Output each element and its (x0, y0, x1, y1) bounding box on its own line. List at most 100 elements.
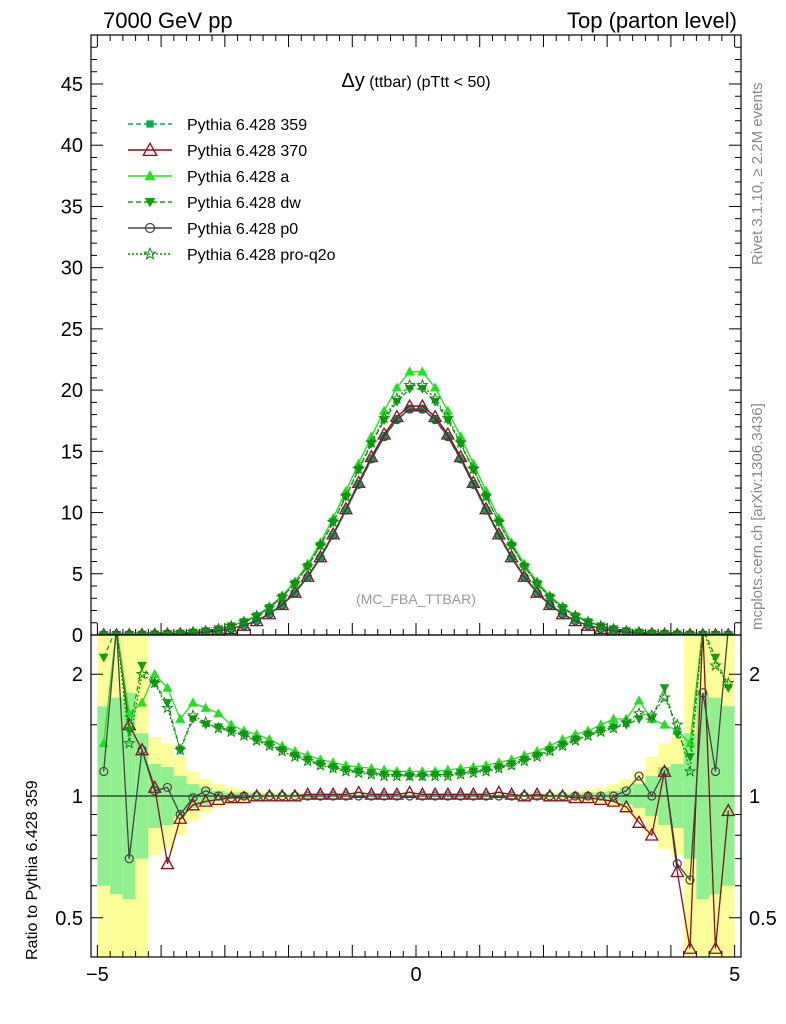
ratio-point (670, 718, 684, 731)
ratio-point (122, 736, 136, 749)
data-point (110, 628, 123, 635)
legend-label: Pythia 6.428 370 (187, 143, 307, 160)
legend-label: Pythia 6.428 p0 (187, 221, 298, 238)
axes-group: 0 5 10 15 20 25 30 35 40 45 −5 0 5 0.5 0.5 1 1 2 2 (55, 35, 777, 986)
ratio-point (263, 739, 276, 752)
ratio-point (135, 667, 149, 680)
data-point (721, 628, 735, 635)
ratio-line (116, 635, 729, 777)
ratio-point (619, 799, 634, 813)
ratio-point (430, 791, 440, 801)
data-point (326, 515, 340, 528)
data-point (492, 515, 506, 528)
legend-marker (142, 141, 158, 157)
ratio-series-group (98, 635, 736, 954)
data-point (250, 609, 263, 622)
data-point (303, 572, 313, 582)
ratio-point (545, 791, 555, 801)
data-point (518, 559, 531, 572)
data-point (148, 627, 162, 635)
ratio-point (212, 721, 225, 734)
ratio-point (556, 739, 569, 752)
ratio-point (530, 750, 544, 763)
legend-entry-pythia-6-428-359: Pythia 6.428 359 (128, 117, 307, 134)
data-point (379, 432, 389, 442)
data-point (596, 624, 606, 634)
ratio-series-pythia-6-428-p0 (99, 635, 729, 885)
ratio-point (250, 734, 263, 747)
ratio-point (224, 725, 238, 738)
x-tick-label: 0 (410, 964, 421, 986)
ratio-point (136, 697, 148, 707)
data-point (583, 620, 593, 631)
ratio-point (721, 676, 735, 689)
data-point (543, 590, 557, 603)
data-point (97, 628, 111, 635)
data-point (263, 601, 276, 614)
ratio-point (161, 701, 174, 714)
data-point (430, 382, 441, 392)
data-point (122, 627, 136, 635)
ratio-point (647, 791, 657, 801)
legend-label: Pythia 6.428 359 (187, 117, 307, 134)
y-tick-label: 20 (61, 380, 83, 402)
ratio-point (213, 708, 224, 718)
data-point (314, 539, 327, 551)
ratio-point (365, 767, 378, 780)
data-point (252, 616, 262, 626)
ratio-point (252, 791, 262, 801)
ratio-point (213, 791, 224, 801)
ratio-point (708, 941, 723, 954)
ratio-point (417, 791, 427, 801)
data-point (569, 609, 582, 622)
ratio-point (607, 721, 620, 734)
ratio-point (379, 791, 389, 801)
data-point (441, 411, 455, 424)
data-point (212, 622, 225, 635)
ratio-y-tick-label: 0.5 (55, 908, 83, 930)
ratio-point (481, 791, 491, 801)
ratio-point (186, 709, 200, 721)
ratio-point (631, 815, 647, 828)
ratio-point (532, 791, 542, 801)
data-point (428, 392, 442, 405)
ratio-point (619, 715, 633, 728)
ratio-point (290, 791, 300, 801)
data-point (468, 479, 478, 489)
ratio-point (188, 793, 198, 803)
header-right-label: Top (parton level) (567, 8, 737, 33)
ratio-point (634, 771, 644, 781)
ratio-point (494, 791, 504, 801)
data-point (341, 505, 351, 515)
data-point (226, 624, 236, 634)
ratio-point (264, 791, 275, 801)
data-point (173, 626, 187, 635)
data-point (619, 624, 633, 635)
legend-marker (144, 197, 156, 208)
ratio-point (557, 791, 568, 801)
data-point (290, 588, 300, 598)
data-point (443, 432, 453, 442)
ratio-point (606, 794, 621, 807)
ratio-point (148, 676, 162, 689)
data-point (415, 398, 430, 412)
plot-title: Δy (ttbar) (pTtt < 50) (341, 70, 490, 92)
ratio-series-pythia-6-428-pro-q2o (116, 635, 735, 782)
ratio-point (339, 764, 353, 777)
data-point (556, 601, 569, 614)
data-point (162, 629, 173, 635)
ratio-point (698, 688, 708, 698)
data-point (494, 530, 504, 540)
ratio-point (201, 786, 211, 796)
ratio-point (124, 854, 134, 864)
ratio-point (162, 782, 173, 793)
legend-label: Pythia 6.428 a (187, 169, 289, 186)
data-point (404, 366, 415, 376)
data-point (545, 600, 555, 610)
ratio-point (301, 754, 314, 767)
ratio-point (659, 766, 670, 777)
ratio-point (710, 766, 721, 777)
data-point (479, 489, 493, 502)
ratio-point (98, 653, 109, 663)
ratio-point (416, 769, 429, 782)
